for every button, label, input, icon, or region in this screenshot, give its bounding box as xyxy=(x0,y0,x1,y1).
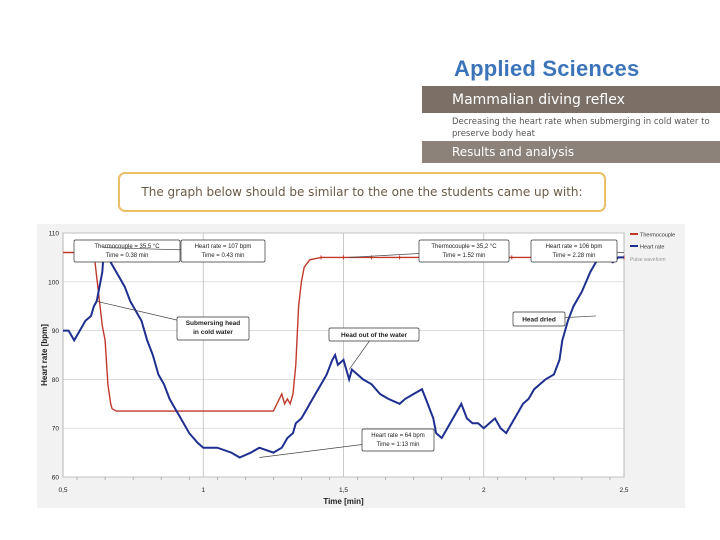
heart-rate-chart: 60 70 80 90 100 110 0,5 1 1,5 2 2,5 Time [min] Heart… xyxy=(40,231,675,507)
annotation-text: in cold water xyxy=(193,329,233,336)
legend-label: Thermocouple xyxy=(640,233,675,239)
page-subtitle: Decreasing the heart rate when submergin… xyxy=(452,117,710,139)
annotation-text: Heart rate = 64 bpm xyxy=(371,433,425,439)
y-axis-label: Heart rate [bpm] xyxy=(40,324,49,386)
y-tick-label: 60 xyxy=(52,475,60,482)
section-title: Results and analysis xyxy=(452,145,575,159)
x-axis-label: Time [min] xyxy=(323,497,364,506)
annotation-text: Head out of the water xyxy=(341,332,408,339)
annotation-text: Time = 0.38 min xyxy=(106,253,149,259)
annotation-text: Heart rate = 106 bpm xyxy=(546,244,603,250)
annotation-text: Thermocouple = 35,2 °C xyxy=(431,244,497,250)
y-tick-label: 70 xyxy=(52,426,60,433)
annotation-box xyxy=(328,327,420,342)
annotation-text: Time = 2.28 min xyxy=(553,253,596,259)
y-tick-label: 90 xyxy=(52,328,60,335)
annotation-text: Head dried xyxy=(522,317,556,324)
legend-label: Pulse waveform xyxy=(630,257,666,263)
series-line-heart-rate xyxy=(63,245,624,459)
annotation-box xyxy=(176,316,250,341)
annotation-text: Time = 0.43 min xyxy=(202,253,245,259)
brand-logo: Applied Sciences xyxy=(454,56,640,81)
annotation-box xyxy=(180,239,266,263)
y-tick-label: 110 xyxy=(49,231,60,238)
y-tick-label: 80 xyxy=(52,377,60,384)
annotation-box xyxy=(73,239,181,263)
chart-panel: 60 70 80 90 100 110 0,5 1 1,5 2 2,5 Time [min] Heart… xyxy=(37,224,685,508)
page-title: Mammalian diving reflex xyxy=(452,92,625,108)
annotation-box xyxy=(512,311,566,327)
annotation-text: Time = 1:13 min xyxy=(377,442,420,448)
x-tick-label: 1,5 xyxy=(339,487,348,494)
annotation-box xyxy=(361,428,435,452)
callout-text: The graph below should be similar to the… xyxy=(141,185,583,199)
x-tick-label: 2,5 xyxy=(619,487,628,494)
annotation-text: Thermocouple = 35,5 °C xyxy=(94,244,160,250)
x-tick-label: 1 xyxy=(201,487,205,494)
x-tick-label: 0,5 xyxy=(58,487,67,494)
annotation-box xyxy=(418,239,510,263)
annotation-text: Time = 1.52 min xyxy=(443,253,486,259)
legend-label: Heart rate xyxy=(640,245,664,251)
callout-box: The graph below should be similar to the… xyxy=(118,172,606,212)
annotation-box xyxy=(530,239,618,263)
annotation-text: Heart rate = 107 bpm xyxy=(195,244,252,250)
y-tick-label: 100 xyxy=(48,279,59,286)
x-tick-label: 2 xyxy=(482,487,486,494)
annotation-text: Submersing head xyxy=(186,320,241,327)
section-bar: Results and analysis xyxy=(422,141,720,163)
title-bar: Mammalian diving reflex xyxy=(422,86,720,113)
